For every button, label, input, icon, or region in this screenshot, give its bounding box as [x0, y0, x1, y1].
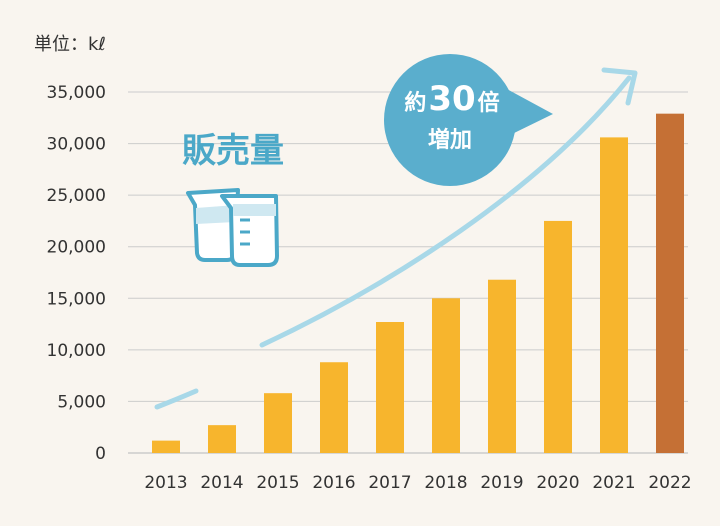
- bar-2020: [544, 220, 572, 453]
- trend-arrow-segment-1: [154, 388, 199, 410]
- y-tick-label: 5,000: [57, 392, 106, 412]
- bar-2018: [432, 298, 460, 453]
- growth-callout: 約30倍 増加: [384, 54, 553, 186]
- y-tick-label: 20,000: [47, 238, 106, 258]
- x-tick-label: 2015: [256, 473, 299, 493]
- x-tick-label: 2014: [200, 473, 243, 493]
- y-axis-ticks: 0 5,000 10,000 15,000 20,000 25,000 30,000 35,0…: [47, 83, 106, 464]
- bar-2013: [152, 440, 180, 453]
- x-tick-label: 2021: [592, 473, 635, 493]
- x-tick-label: 2018: [424, 473, 467, 493]
- bar-2015: [264, 393, 292, 453]
- y-tick-label: 25,000: [47, 186, 106, 206]
- y-tick-label: 30,000: [47, 135, 106, 155]
- trend-arrow: [154, 67, 638, 410]
- y-tick-label: 15,000: [47, 289, 106, 309]
- x-tick-label: 2013: [144, 473, 187, 493]
- x-tick-label: 2022: [648, 473, 691, 493]
- bar-2019: [488, 279, 516, 453]
- bar-2017: [376, 322, 404, 453]
- beaker-icon: [186, 188, 279, 267]
- y-tick-label: 0: [95, 444, 106, 464]
- x-tick-label: 2019: [480, 473, 523, 493]
- unit-label: 単位：kℓ: [34, 34, 106, 55]
- y-tick-label: 35,000: [47, 83, 106, 103]
- y-tick-label: 10,000: [47, 341, 106, 361]
- callout-pointer: [505, 88, 553, 136]
- series-title: 販売量: [182, 131, 284, 171]
- callout-bubble: [384, 54, 516, 186]
- x-axis-ticks: 2013 2014 2015 2016 2017 2018 2019 2020 2021 2022: [144, 473, 691, 493]
- trend-arrow-head: [601, 67, 638, 106]
- bars: [152, 113, 684, 453]
- callout-line2: 増加: [428, 127, 472, 153]
- x-tick-label: 2016: [312, 473, 355, 493]
- x-tick-label: 2020: [536, 473, 579, 493]
- bar-2016: [320, 362, 348, 453]
- bar-2021: [600, 137, 628, 453]
- bar-2014: [208, 425, 236, 453]
- trend-arrow-segment-2: [259, 75, 632, 348]
- bar-2022: [656, 113, 684, 453]
- x-tick-label: 2017: [368, 473, 411, 493]
- callout-line1: 約30倍: [404, 79, 499, 119]
